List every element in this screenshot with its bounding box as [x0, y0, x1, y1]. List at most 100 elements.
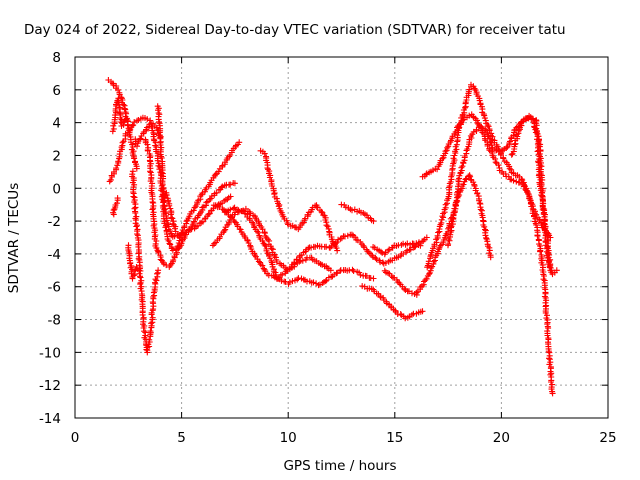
data-point — [131, 205, 138, 212]
data-point — [377, 294, 384, 301]
y-tick-label: -2 — [48, 214, 61, 230]
data-point — [503, 145, 510, 151]
data-point — [319, 280, 326, 286]
data-point — [337, 268, 344, 274]
data-point — [163, 192, 170, 199]
data-point — [110, 209, 117, 216]
y-tick-label: -4 — [48, 247, 61, 263]
data-point — [218, 184, 225, 191]
data-point — [147, 117, 154, 124]
data-point — [462, 104, 468, 111]
data-point — [507, 138, 513, 145]
data-point — [130, 122, 137, 128]
data-point — [134, 143, 140, 150]
data-point — [370, 275, 377, 282]
data-point — [548, 379, 554, 385]
data-point — [401, 285, 408, 292]
data-point — [110, 82, 117, 89]
series-track-9 — [210, 202, 430, 282]
data-point — [247, 242, 254, 249]
series-track-23 — [161, 189, 183, 241]
data-point — [349, 207, 355, 214]
data-point — [163, 217, 170, 224]
data-point — [130, 193, 137, 200]
data-point — [534, 233, 541, 239]
y-tick-label: -14 — [39, 411, 61, 427]
data-point — [372, 254, 379, 261]
series-track-10 — [257, 147, 341, 254]
data-point — [450, 155, 457, 162]
data-point — [158, 153, 165, 160]
data-point — [137, 274, 144, 281]
data-point — [349, 266, 356, 273]
data-point — [541, 293, 548, 300]
data-point — [445, 241, 452, 247]
data-points — [105, 77, 560, 397]
data-point — [454, 189, 461, 196]
data-point — [476, 200, 483, 207]
data-point — [305, 245, 312, 252]
y-tick-label: -6 — [48, 280, 61, 296]
data-point — [119, 139, 126, 146]
data-point — [155, 267, 162, 274]
data-point — [423, 234, 430, 241]
data-point — [471, 182, 478, 189]
data-point — [230, 205, 237, 212]
data-point — [227, 213, 234, 220]
data-point — [294, 276, 301, 283]
data-point — [545, 325, 552, 332]
data-point — [113, 200, 120, 207]
data-point — [459, 163, 466, 170]
data-point — [136, 267, 142, 274]
data-point — [245, 240, 252, 246]
data-point — [139, 311, 146, 318]
data-point — [462, 176, 469, 183]
data-point — [131, 119, 138, 125]
data-point — [146, 121, 153, 128]
data-point — [439, 213, 446, 220]
data-point — [147, 328, 154, 335]
data-point — [273, 259, 280, 265]
data-point — [130, 272, 137, 279]
data-point — [147, 169, 154, 176]
data-point — [439, 155, 446, 162]
data-point — [517, 179, 523, 186]
series-track-12 — [370, 240, 424, 258]
data-point — [127, 126, 134, 133]
data-point — [477, 206, 484, 213]
data-point — [113, 165, 120, 172]
data-point — [370, 218, 377, 225]
data-point — [278, 277, 285, 284]
data-point — [422, 277, 429, 284]
data-point — [508, 151, 515, 158]
data-point — [167, 205, 174, 212]
data-point — [522, 186, 529, 192]
data-point — [442, 148, 449, 155]
data-point — [459, 117, 466, 124]
data-point — [299, 257, 306, 264]
data-point — [172, 246, 179, 253]
data-point — [165, 237, 172, 244]
data-point — [421, 278, 427, 285]
data-point — [411, 244, 418, 251]
data-point — [134, 231, 140, 237]
data-point — [510, 177, 517, 184]
data-point — [413, 289, 420, 296]
data-point — [417, 242, 424, 249]
data-point — [479, 125, 486, 132]
data-point — [155, 107, 161, 114]
data-point — [149, 199, 156, 206]
data-point — [449, 167, 456, 173]
data-point — [518, 176, 525, 182]
data-point — [215, 168, 222, 175]
data-point — [454, 132, 461, 139]
data-point — [153, 238, 160, 244]
data-point — [156, 166, 163, 173]
data-point — [547, 234, 554, 241]
data-point — [133, 223, 140, 230]
data-point — [385, 247, 392, 254]
data-point — [188, 226, 195, 232]
data-point — [488, 142, 495, 149]
data-point — [154, 157, 161, 164]
data-point — [426, 271, 432, 278]
